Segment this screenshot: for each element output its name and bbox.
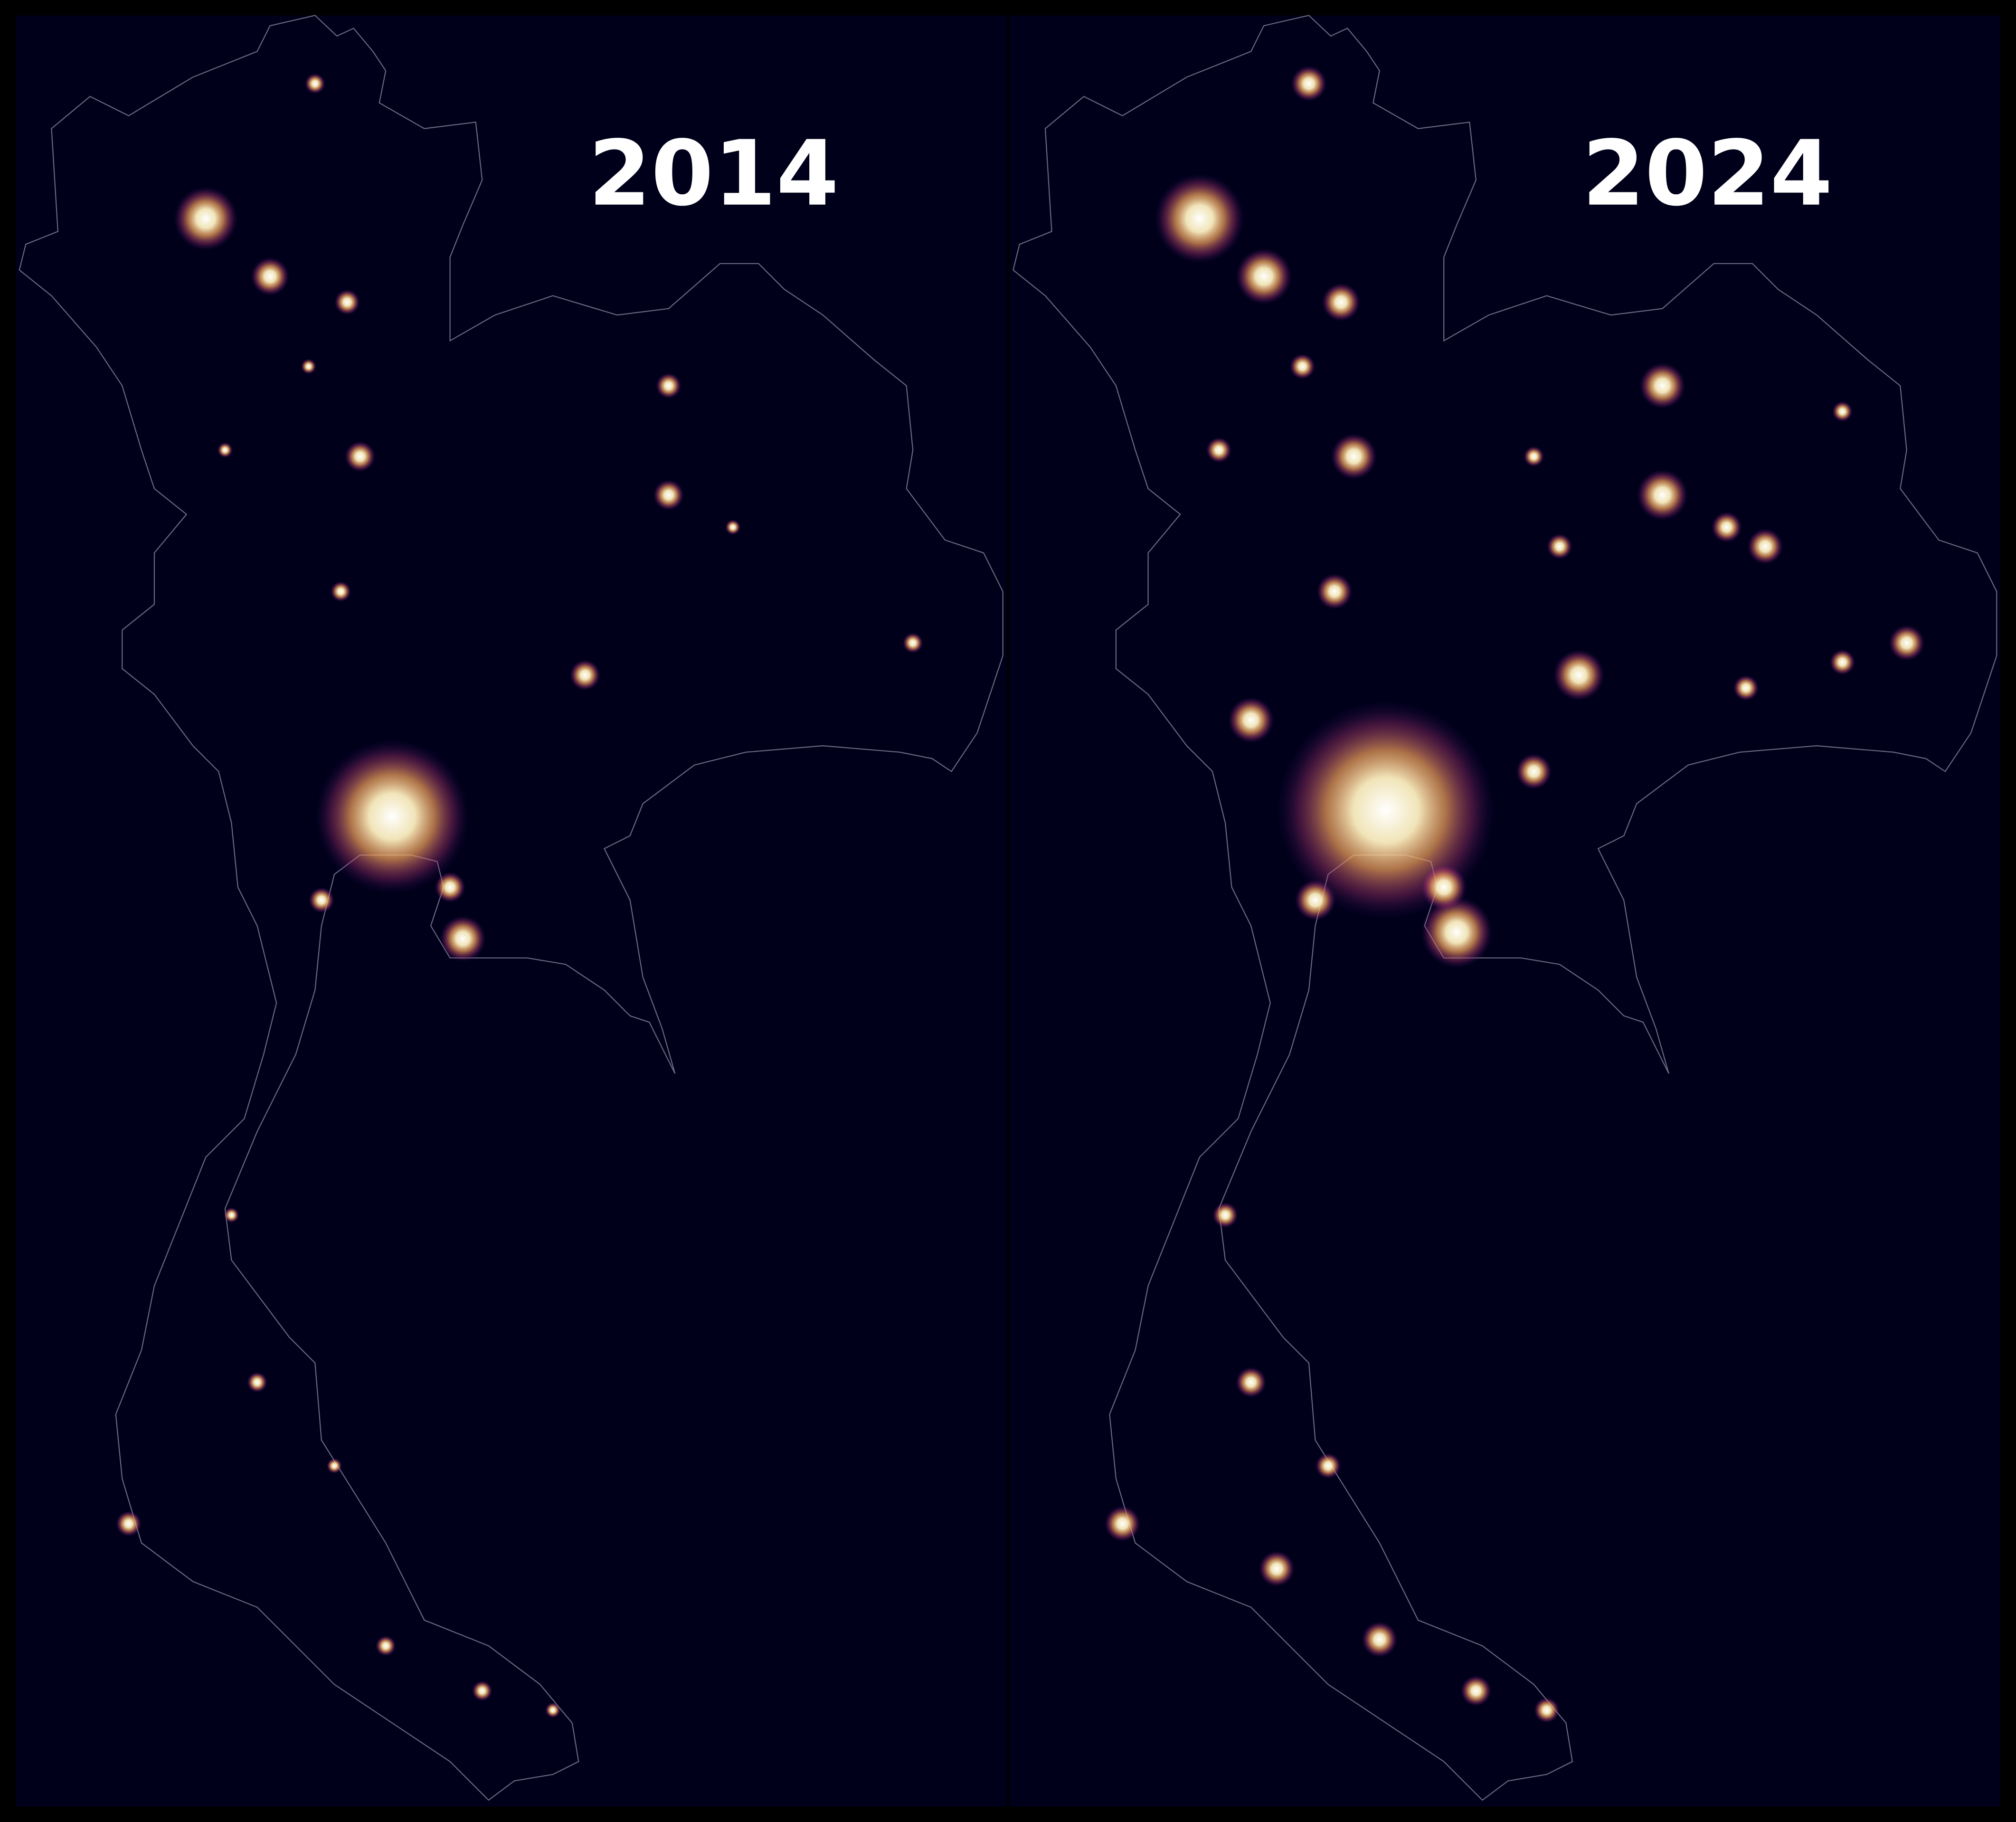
- panel-background: [1009, 15, 2001, 1807]
- panel-title: 2014: [588, 121, 839, 226]
- panel-2014: 2014: [15, 15, 1007, 1807]
- night-lights: [1104, 66, 1925, 1723]
- panel-background: [15, 15, 1007, 1807]
- panel-2024: 2024: [1009, 15, 2001, 1807]
- night-lights: [115, 73, 923, 1718]
- panel-title: 2024: [1582, 121, 1832, 226]
